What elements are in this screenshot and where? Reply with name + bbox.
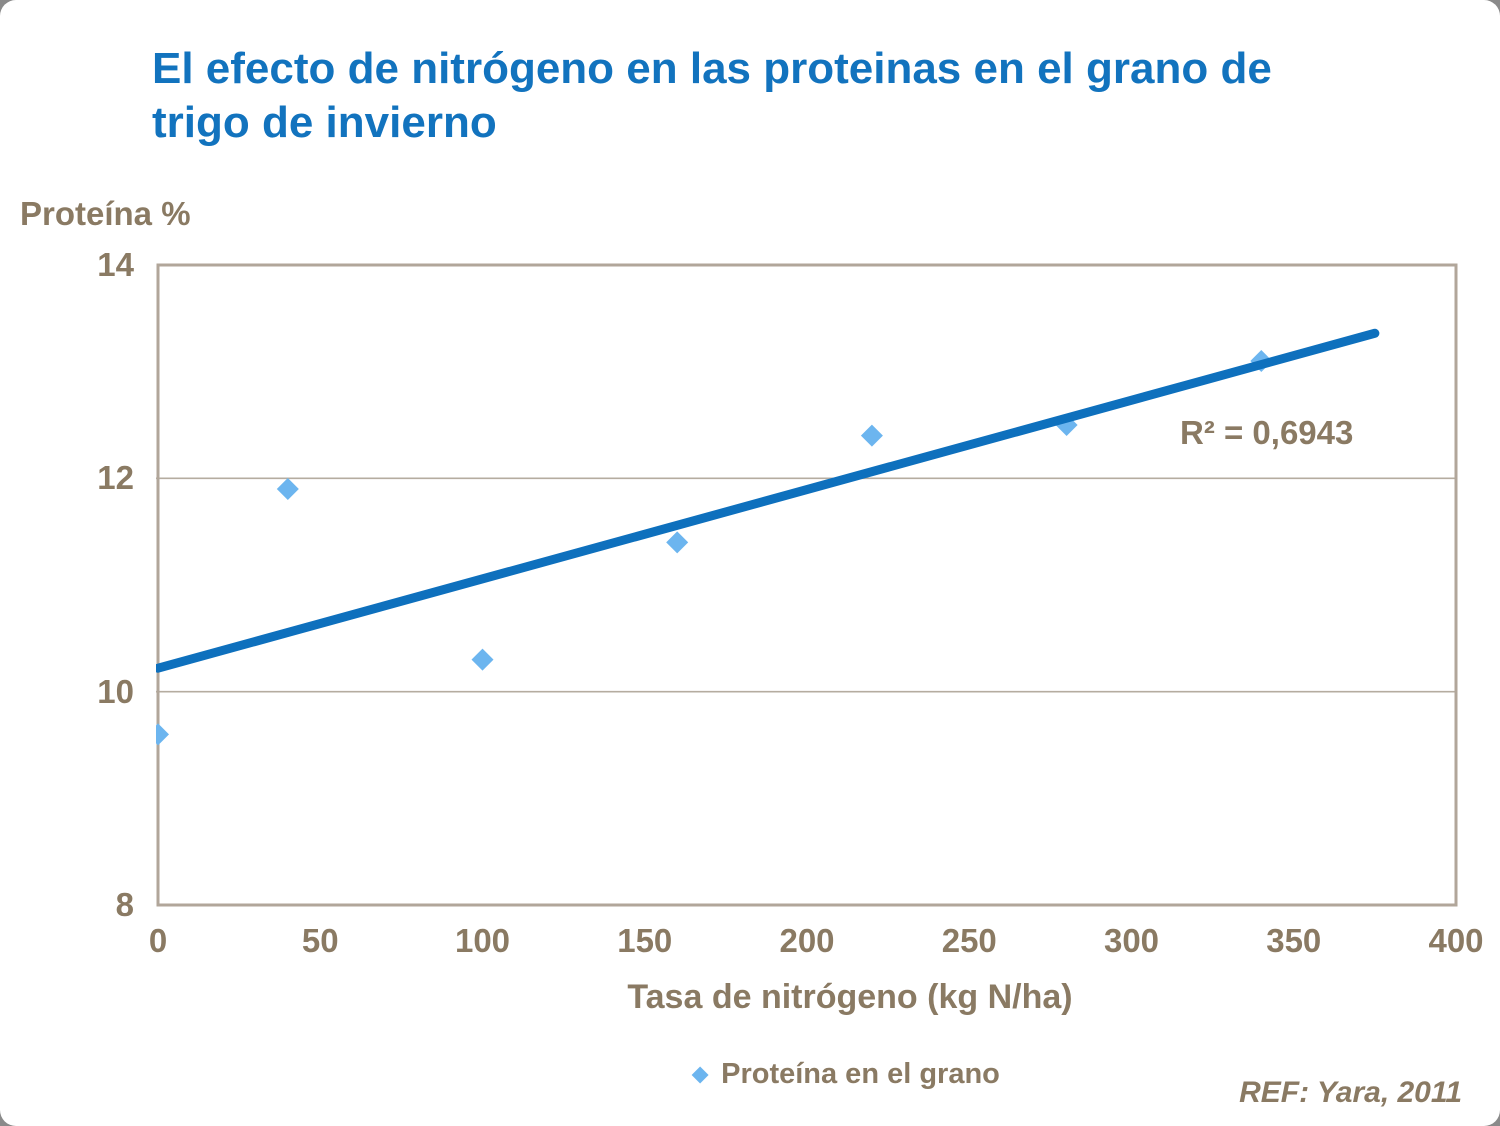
x-axis-title: Tasa de nitrógeno (kg N/ha)	[627, 978, 1073, 1016]
y-tick-label: 8	[115, 886, 134, 923]
data-point-diamond	[276, 478, 299, 500]
x-tick-label: 200	[779, 922, 835, 959]
legend: Proteína en el grano	[691, 1058, 1000, 1091]
data-point-diamond	[860, 424, 883, 447]
chart-title: El efecto de nitrógeno en las proteinas …	[152, 44, 1272, 147]
y-axis-title: Proteína %	[20, 195, 191, 232]
data-point-diamond	[156, 723, 169, 746]
reference-note: REF: Yara, 2011	[1239, 1076, 1462, 1109]
x-tick-label: 250	[941, 922, 997, 959]
x-tick-label: 300	[1103, 922, 1160, 959]
trend-line	[156, 328, 1380, 673]
data-point-diamond	[666, 531, 689, 554]
y-tick-label: 12	[97, 459, 134, 497]
diamond-marker-icon	[691, 1066, 709, 1083]
data-point-diamond	[471, 648, 494, 671]
x-tick-label: 50	[301, 922, 339, 959]
y-tick-label: 10	[97, 672, 134, 710]
y-tick-label: 14	[97, 246, 134, 283]
x-tick-label: 0	[148, 922, 168, 959]
plot-border	[156, 263, 1458, 907]
x-tick-label: 350	[1266, 922, 1322, 959]
x-tick-label: 100	[454, 922, 511, 959]
r-squared-annotation: R² = 0,6943	[1180, 414, 1354, 451]
x-tick-label: 400	[1428, 922, 1484, 959]
legend-label: Proteína en el grano	[721, 1058, 1000, 1090]
x-tick-label: 150	[617, 922, 673, 959]
plot-area	[156, 263, 1458, 907]
